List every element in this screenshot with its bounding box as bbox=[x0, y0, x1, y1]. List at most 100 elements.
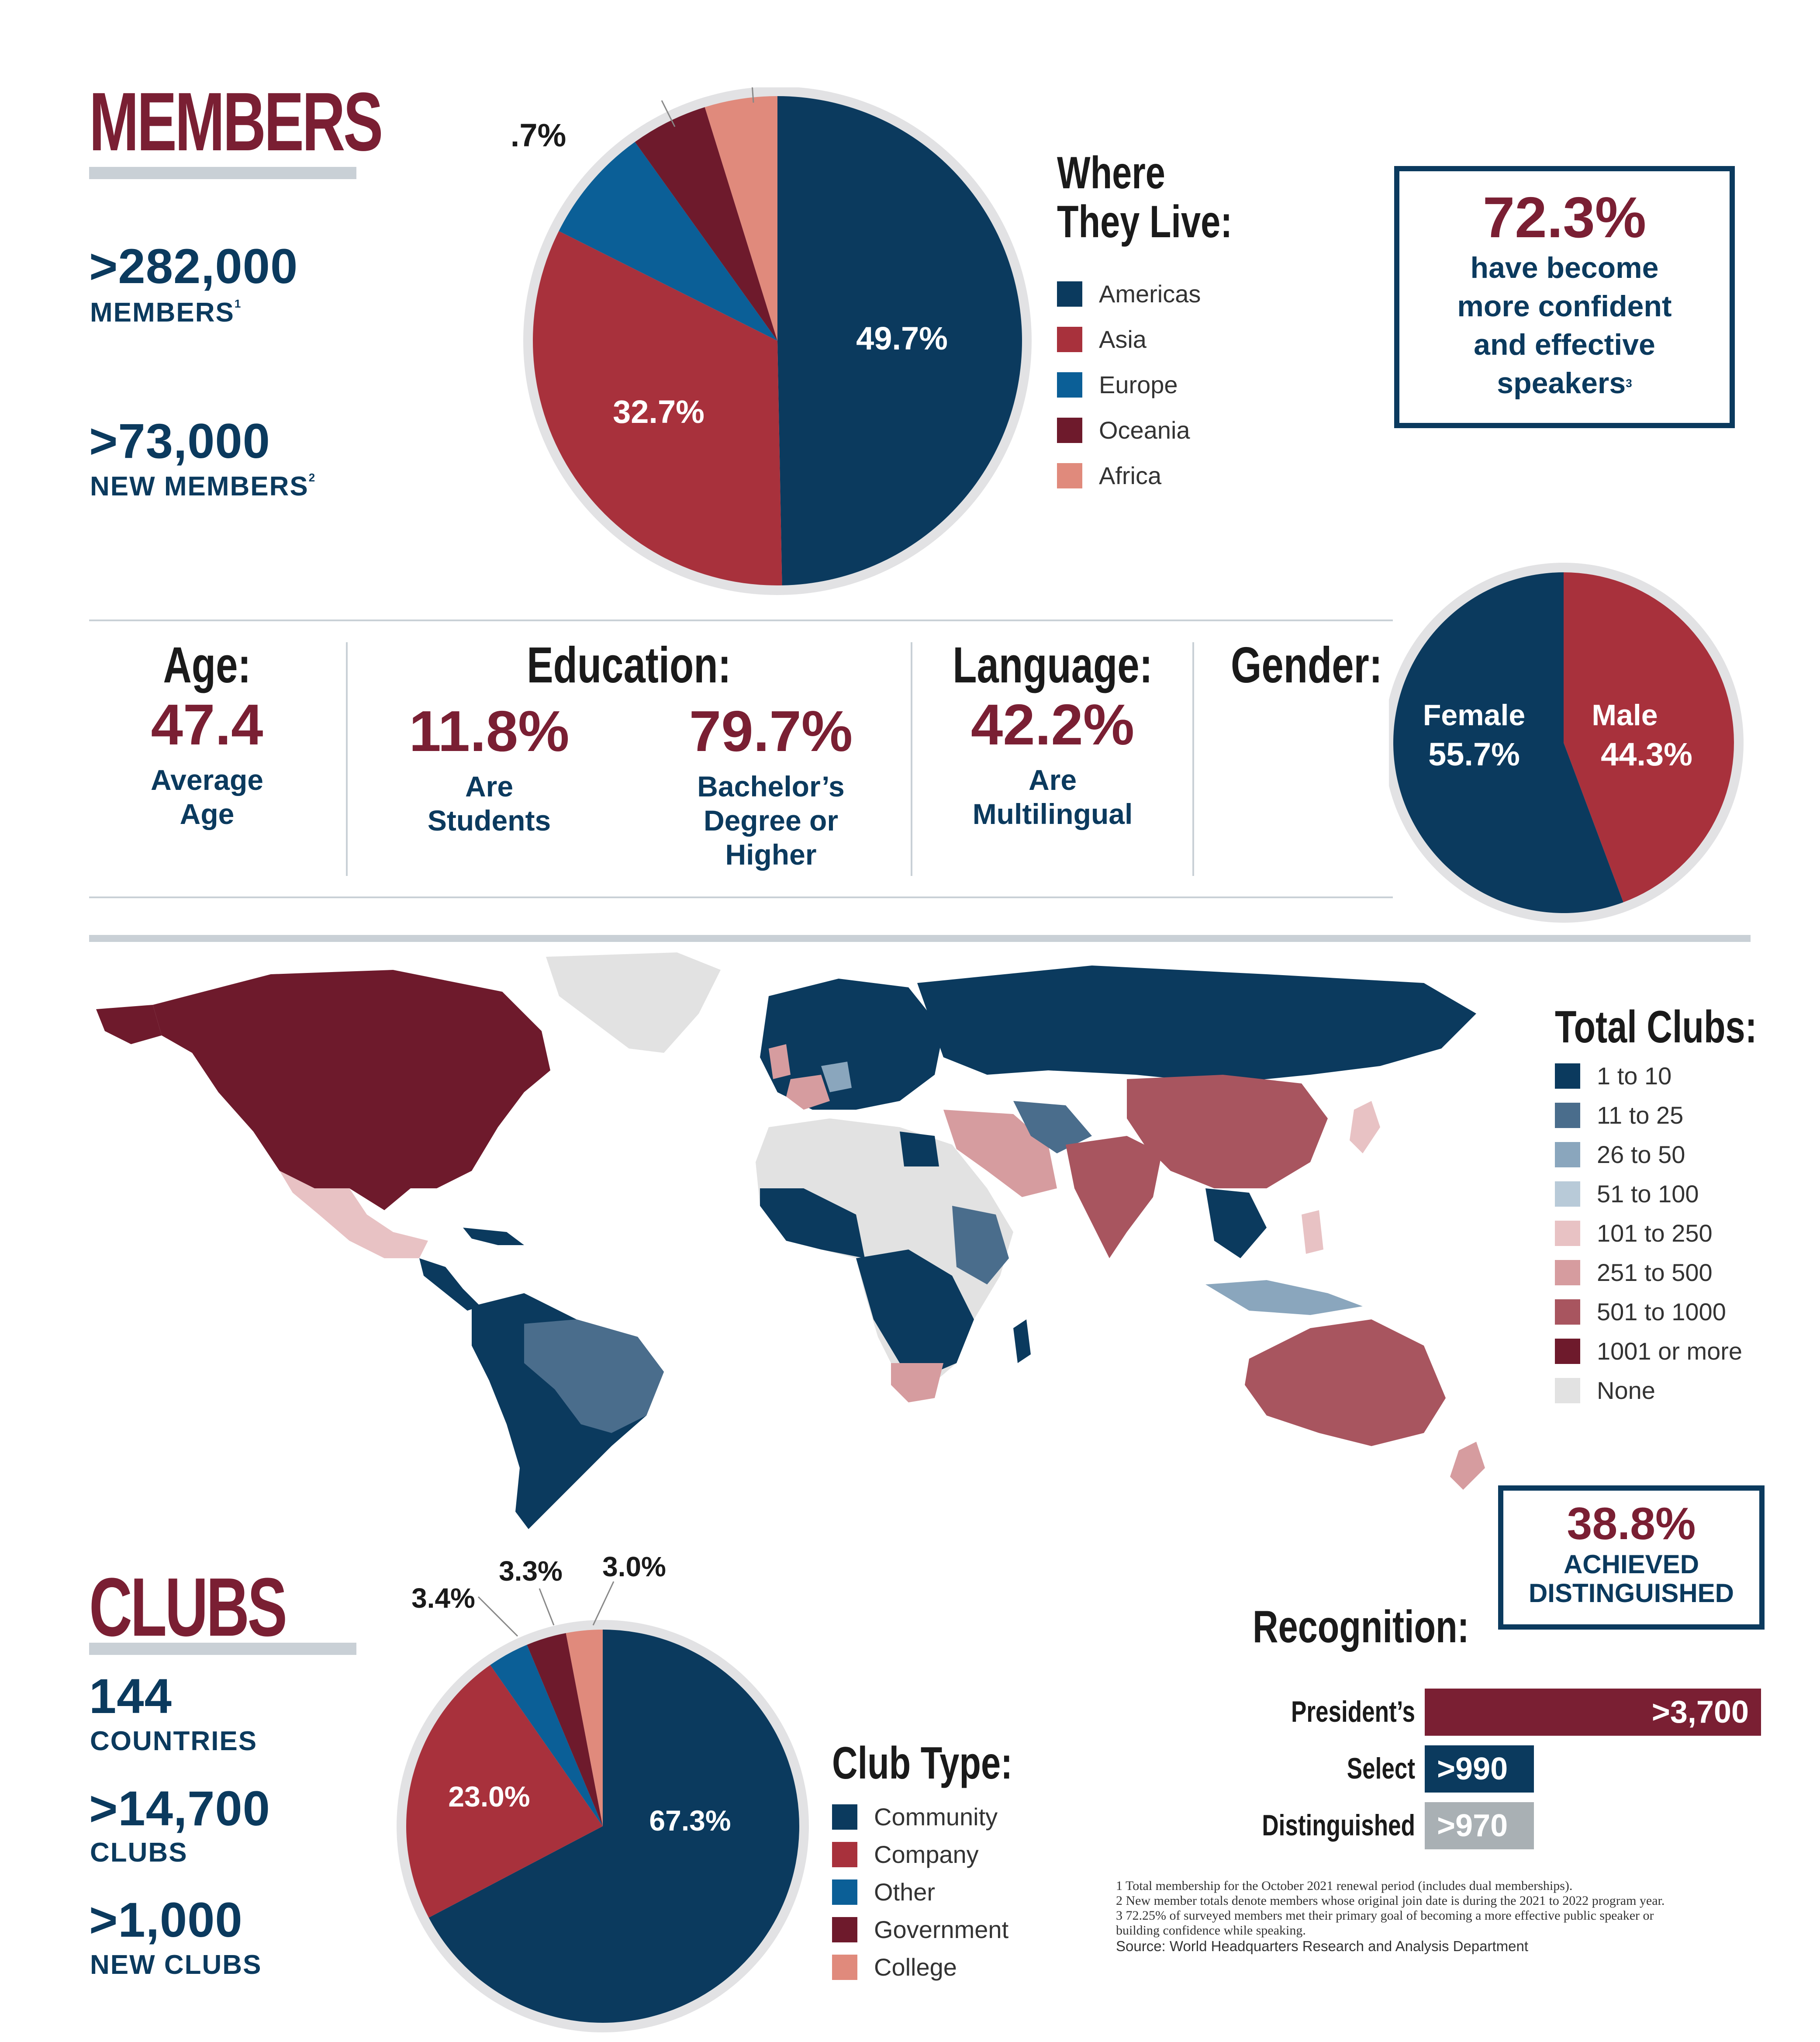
map-japan bbox=[1350, 1101, 1380, 1153]
pie-label-americas: 49.7% bbox=[856, 320, 948, 356]
legend-swatch bbox=[1057, 463, 1082, 488]
legend-label: 26 to 50 bbox=[1597, 1141, 1685, 1168]
footnote-marker-3: 3 bbox=[1626, 377, 1632, 390]
footnote-marker-2: 2 bbox=[308, 471, 316, 484]
map-west-africa bbox=[760, 1188, 865, 1258]
gender-heading: Gender: bbox=[1231, 637, 1382, 693]
footnote-3b: building confidence while speaking. bbox=[1116, 1923, 1306, 1938]
age-desc-line1: Average bbox=[150, 764, 264, 796]
pie-pointer-africa bbox=[751, 87, 754, 103]
legend-label: Americas bbox=[1099, 280, 1201, 308]
pie-slice-oceania bbox=[635, 107, 777, 341]
legend-swatch bbox=[1057, 281, 1082, 307]
pie-slice-africa bbox=[705, 96, 777, 341]
legend-swatch bbox=[832, 1917, 857, 1942]
new-members-label-text: NEW MEMBERS bbox=[90, 471, 309, 502]
stats-divider-2 bbox=[911, 642, 912, 876]
students-desc: Are Students bbox=[363, 769, 616, 838]
pie-slice-europe bbox=[559, 142, 777, 341]
education-block: Education: bbox=[349, 636, 908, 694]
pie-slice-other bbox=[490, 1644, 603, 1826]
confidence-text: have become more confident and effective… bbox=[1399, 249, 1730, 402]
legend-swatch bbox=[832, 1879, 857, 1905]
distinguished-line1: ACHIEVED bbox=[1563, 1550, 1699, 1579]
map-madagascar bbox=[1013, 1319, 1031, 1363]
footnote-2: 2 New member totals denote members whose… bbox=[1116, 1893, 1665, 1908]
legend-swatch bbox=[1057, 417, 1082, 443]
recognition-title: Recognition: bbox=[1253, 1602, 1469, 1652]
club-type-legend-item: Other bbox=[832, 1878, 935, 1906]
pie-slice-community bbox=[428, 1630, 800, 2023]
pie-label-company: 23.0% bbox=[448, 1780, 530, 1813]
legend-label: 1 to 10 bbox=[1597, 1062, 1672, 1090]
age-desc-line2: Age bbox=[180, 798, 235, 830]
recognition-bar: >3,700 bbox=[1425, 1689, 1761, 1736]
gender-pie: Female 55.7% Male 44.3% bbox=[1389, 563, 1744, 923]
distinguished-box: 38.8% ACHIEVED DISTINGUISHED bbox=[1498, 1485, 1765, 1630]
where-they-live-title-line1: Where bbox=[1057, 148, 1165, 198]
pie-slice-government bbox=[527, 1633, 603, 1826]
map-new-zealand bbox=[1450, 1442, 1485, 1490]
pie-label-female: 55.7% bbox=[1428, 736, 1520, 772]
legend-swatch bbox=[1555, 1299, 1580, 1325]
map-indonesia bbox=[1205, 1280, 1363, 1315]
students-value: 11.8% bbox=[409, 699, 570, 763]
new-members-value: >73,000 bbox=[89, 414, 270, 468]
map-southeast-asia bbox=[1205, 1188, 1267, 1258]
recognition-bar: >970 bbox=[1425, 1802, 1534, 1849]
language-desc: Are Multilingual bbox=[915, 763, 1190, 831]
confidence-box: 72.3% have become more confident and eff… bbox=[1394, 166, 1735, 428]
education-bachelor: 79.7% Bachelor’s Degree or Higher bbox=[642, 698, 900, 872]
confidence-value: 72.3% bbox=[1482, 185, 1647, 249]
pie-slice-company bbox=[406, 1665, 603, 1918]
age-block: Age: 47.4 Average Age bbox=[89, 636, 325, 831]
footnotes: 1 Total membership for the October 2021 … bbox=[1116, 1879, 1797, 1954]
age-value: 47.4 bbox=[151, 692, 263, 757]
confidence-line2: more confident bbox=[1457, 290, 1672, 323]
language-desc-line2: Multilingual bbox=[972, 798, 1133, 830]
map-east-africa bbox=[952, 1206, 1009, 1284]
legend-label: None bbox=[1597, 1377, 1655, 1404]
legend-swatch bbox=[1555, 1102, 1580, 1128]
pie-name-female: Female bbox=[1423, 699, 1525, 732]
new-clubs-label: NEW CLUBS bbox=[90, 1950, 262, 1980]
map-top-rule bbox=[89, 935, 1751, 942]
map-south-africa bbox=[891, 1363, 943, 1402]
pie-slice-americas bbox=[777, 96, 1022, 585]
legend-label: 51 to 100 bbox=[1597, 1180, 1699, 1208]
age-heading: Age: bbox=[163, 637, 251, 693]
legend-swatch bbox=[832, 1954, 857, 1980]
distinguished-line2: DISTINGUISHED bbox=[1528, 1578, 1734, 1608]
map-legend-item: 501 to 1000 bbox=[1555, 1298, 1726, 1326]
pie-pointer-government bbox=[539, 1588, 555, 1626]
legend-label: Government bbox=[874, 1916, 1009, 1943]
where-they-live-legend-item: Americas bbox=[1057, 280, 1201, 308]
stats-row-bottom-rule bbox=[89, 896, 1393, 898]
map-philippines bbox=[1302, 1210, 1323, 1254]
legend-swatch bbox=[1555, 1063, 1580, 1089]
legend-swatch bbox=[1555, 1260, 1580, 1285]
confidence-line4: speakers bbox=[1497, 367, 1626, 400]
pie-label-oceania: 5.1% bbox=[590, 87, 664, 93]
legend-label: 501 to 1000 bbox=[1597, 1298, 1726, 1326]
legend-swatch bbox=[1555, 1181, 1580, 1207]
recognition-label: Select bbox=[1347, 1752, 1415, 1785]
pie-label-male: 44.3% bbox=[1601, 736, 1692, 772]
map-alaska bbox=[96, 1005, 162, 1044]
map-caribbean bbox=[463, 1228, 524, 1245]
map-legend-title: Total Clubs: bbox=[1555, 1002, 1757, 1052]
pie-label-college: 3.0% bbox=[602, 1551, 666, 1582]
confidence-line4-wrap: speakers3 bbox=[1399, 364, 1730, 402]
map-brazil bbox=[524, 1319, 664, 1433]
clubs-heading: CLUBS bbox=[89, 1561, 287, 1654]
legend-swatch bbox=[1057, 372, 1082, 398]
bachelor-desc: Bachelor’s Degree or Higher bbox=[642, 769, 900, 872]
map-legend-item: 101 to 250 bbox=[1555, 1219, 1713, 1247]
students-desc-line2: Students bbox=[427, 804, 551, 837]
distinguished-text: ACHIEVED DISTINGUISHED bbox=[1503, 1550, 1759, 1608]
recognition-label: Distinguished bbox=[1262, 1809, 1415, 1842]
new-clubs-value: >1,000 bbox=[89, 1893, 243, 1947]
pie-label-europe: 7.7% bbox=[511, 117, 566, 153]
map-legend-item: 1001 or more bbox=[1555, 1337, 1742, 1365]
legend-swatch bbox=[1555, 1338, 1580, 1364]
